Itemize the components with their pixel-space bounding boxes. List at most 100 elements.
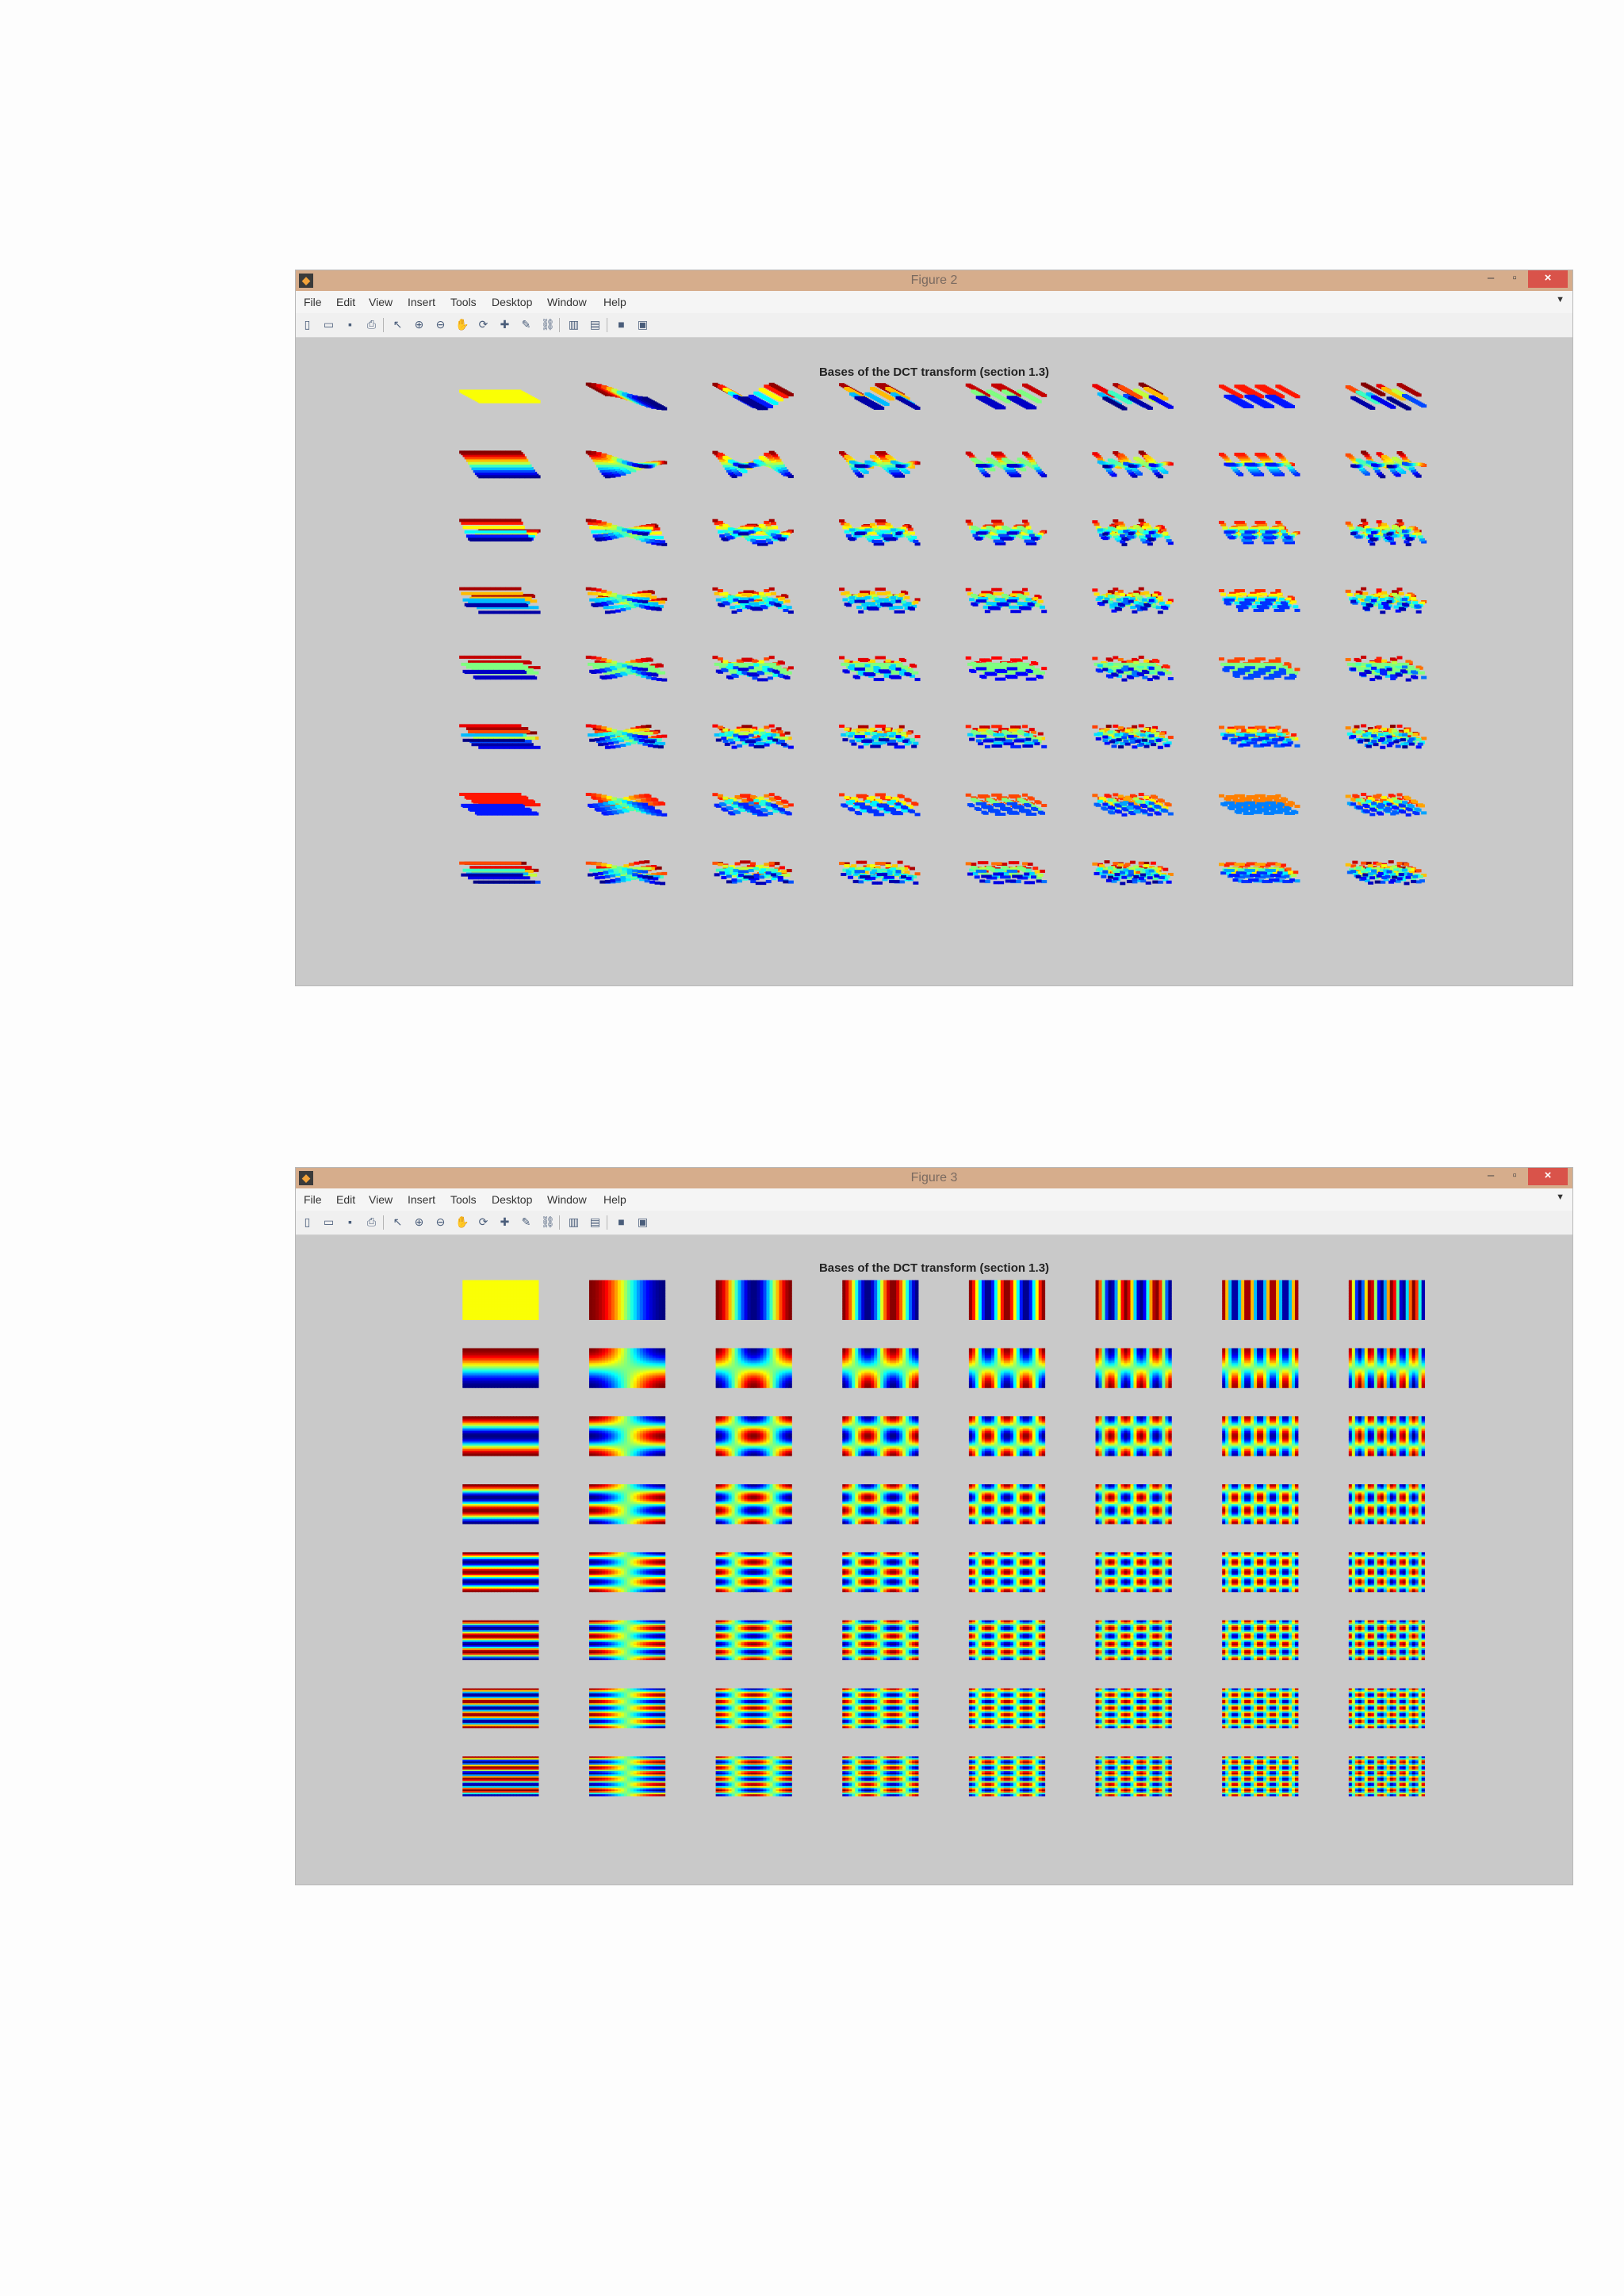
dct-basis-image-r0-c4	[968, 1280, 1046, 1320]
menu-edit[interactable]: Edit	[336, 296, 355, 308]
dct-basis-image-r7-c2	[715, 1756, 792, 1797]
maximize-button[interactable]: ▫	[1504, 270, 1525, 288]
dct-basis-image-r1-c0	[462, 1348, 539, 1388]
show-plot-tools-icon[interactable]: ▣	[636, 1215, 649, 1229]
zoom-in-icon[interactable]: ⊕	[412, 318, 426, 331]
menu-tools[interactable]: Tools	[450, 1193, 477, 1206]
window-title: Figure 3	[296, 1168, 1572, 1188]
dct-basis-surface-r5-c6	[1219, 725, 1300, 748]
hide-plot-tools-icon[interactable]: ■	[615, 1215, 628, 1229]
insert-legend-icon[interactable]: ▤	[588, 1215, 602, 1229]
menu-desktop[interactable]: Desktop	[492, 1193, 532, 1206]
dct-basis-image-r5-c5	[1095, 1620, 1172, 1661]
new-figure-icon[interactable]: ▯	[301, 318, 314, 331]
dct-basis-image-r0-c3	[842, 1280, 919, 1320]
dct-basis-image-r5-c6	[1222, 1620, 1299, 1661]
pan-icon[interactable]: ✋	[455, 318, 469, 331]
axes-title: Bases of the DCT transform (section 1.3)	[296, 365, 1572, 379]
dct-basis-surface-r0-c4	[965, 383, 1048, 410]
dct-basis-surface-r1-c6	[1219, 452, 1300, 476]
dct-basis-surface-r0-c6	[1219, 385, 1300, 408]
dct-basis-image-r3-c0	[462, 1484, 539, 1525]
menu-help[interactable]: Help	[603, 296, 626, 308]
menu-arrow-icon[interactable]: ▼	[1556, 295, 1565, 304]
dct-basis-image-r0-c6	[1222, 1280, 1299, 1320]
menu-file[interactable]: File	[304, 296, 322, 308]
open-file-icon[interactable]: ▭	[322, 318, 335, 331]
new-figure-icon[interactable]: ▯	[301, 1215, 314, 1229]
zoom-out-icon[interactable]: ⊖	[434, 1215, 447, 1229]
dct-basis-surface-r6-c1	[585, 793, 668, 817]
dct-basis-surface-r7-c7	[1345, 860, 1427, 886]
minimize-button[interactable]: –	[1480, 270, 1501, 288]
rotate-3d-icon[interactable]: ⟳	[477, 318, 490, 331]
dct-basis-surface-r0-c7	[1345, 382, 1427, 411]
dct-basis-surface-r4-c7	[1345, 655, 1427, 682]
insert-colorbar-icon[interactable]: ▥	[567, 318, 580, 331]
hide-plot-tools-icon[interactable]: ■	[615, 318, 628, 331]
menu-tools[interactable]: Tools	[450, 296, 477, 308]
zoom-out-icon[interactable]: ⊖	[434, 318, 447, 331]
save-icon[interactable]: ▪	[343, 318, 357, 331]
dct-basis-surface-r0-c2	[712, 382, 794, 411]
dct-basis-image-r2-c1	[588, 1416, 666, 1456]
brush-icon[interactable]: ✎	[519, 1215, 533, 1229]
menu-arrow-icon[interactable]: ▼	[1556, 1192, 1565, 1202]
menu-window[interactable]: Window	[547, 296, 587, 308]
data-cursor-icon[interactable]: ✚	[498, 1215, 511, 1229]
title-bar[interactable]: ◆ Figure 3 – ▫ ×	[296, 1168, 1572, 1188]
dct-basis-image-r6-c4	[968, 1688, 1046, 1728]
pan-icon[interactable]: ✋	[455, 1215, 469, 1229]
minimize-button[interactable]: –	[1480, 1168, 1501, 1185]
dct-basis-surface-r7-c2	[712, 860, 794, 886]
title-bar[interactable]: ◆ Figure 2 – ▫ ×	[296, 270, 1572, 291]
open-file-icon[interactable]: ▭	[322, 1215, 335, 1229]
toolbar-separator	[559, 1215, 560, 1230]
dct-basis-surface-r3-c3	[839, 587, 921, 614]
menu-file[interactable]: File	[304, 1193, 322, 1206]
dct-basis-image-r7-c0	[462, 1756, 539, 1797]
insert-legend-icon[interactable]: ▤	[588, 318, 602, 331]
zoom-in-icon[interactable]: ⊕	[412, 1215, 426, 1229]
dct-basis-image-r3-c3	[842, 1484, 919, 1525]
insert-colorbar-icon[interactable]: ▥	[567, 1215, 580, 1229]
dct-basis-surface-r7-c3	[839, 860, 921, 885]
dct-basis-surface-r1-c4	[965, 451, 1048, 478]
brush-icon[interactable]: ✎	[519, 318, 533, 331]
dct-basis-image-r7-c4	[968, 1756, 1046, 1797]
menu-view[interactable]: View	[369, 1193, 393, 1206]
close-button[interactable]: ×	[1528, 1168, 1568, 1185]
menu-help[interactable]: Help	[603, 1193, 626, 1206]
edit-plot-icon[interactable]: ↖	[391, 318, 404, 331]
menu-insert[interactable]: Insert	[408, 296, 435, 308]
menu-window[interactable]: Window	[547, 1193, 587, 1206]
dct-basis-surface-r6-c2	[712, 793, 794, 817]
menu-view[interactable]: View	[369, 296, 393, 308]
data-cursor-icon[interactable]: ✚	[498, 318, 511, 331]
dct-basis-surface-r6-c4	[965, 793, 1048, 816]
dct-basis-surface-r5-c0	[459, 724, 541, 749]
dct-basis-surface-r7-c6	[1219, 862, 1300, 883]
dct-basis-image-r7-c6	[1222, 1756, 1299, 1797]
menu-desktop[interactable]: Desktop	[492, 296, 532, 308]
menu-insert[interactable]: Insert	[408, 1193, 435, 1206]
menu-edit[interactable]: Edit	[336, 1193, 355, 1206]
dct-basis-surface-r5-c3	[839, 724, 921, 749]
edit-plot-icon[interactable]: ↖	[391, 1215, 404, 1229]
save-icon[interactable]: ▪	[343, 1215, 357, 1229]
close-button[interactable]: ×	[1528, 270, 1568, 288]
print-icon[interactable]: ⎙	[365, 318, 378, 331]
dct-basis-image-r7-c5	[1095, 1756, 1172, 1797]
link-plot-icon[interactable]: ⛓	[541, 318, 555, 331]
dct-basis-surface-r4-c2	[712, 656, 794, 682]
dct-basis-surface-r2-c0	[459, 519, 541, 541]
dct-basis-image-r4-c4	[968, 1552, 1046, 1593]
dct-basis-image-r3-c2	[715, 1484, 792, 1525]
maximize-button[interactable]: ▫	[1504, 1168, 1525, 1185]
print-icon[interactable]: ⎙	[365, 1215, 378, 1229]
link-plot-icon[interactable]: ⛓	[541, 1215, 555, 1229]
show-plot-tools-icon[interactable]: ▣	[636, 318, 649, 331]
dct-basis-surface-r3-c4	[965, 587, 1048, 614]
dct-basis-surface-r4-c0	[459, 655, 541, 680]
rotate-3d-icon[interactable]: ⟳	[477, 1215, 490, 1229]
